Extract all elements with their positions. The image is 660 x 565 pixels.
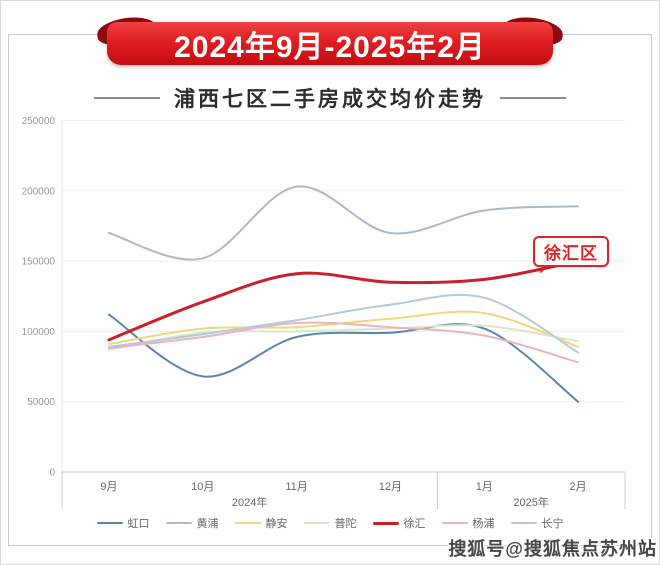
y-tick-label: 50000 (27, 397, 55, 408)
legend-item-徐汇[interactable]: 徐汇 (372, 515, 426, 531)
legend-swatch-静安 (234, 522, 261, 524)
legend-label-长宁: 长宁 (541, 518, 564, 530)
title-rule-left (94, 97, 160, 99)
legend-item-长宁[interactable]: 长宁 (510, 515, 564, 531)
watermark-text: 搜狐号@搜狐焦点苏州站 (448, 539, 657, 559)
chart-title: 浦西七区二手房成交均价走势 (174, 88, 486, 111)
legend-swatch-虹口 (96, 522, 123, 524)
series-line-徐汇 (107, 259, 580, 342)
date-range-title: 2024年9月-2025年2月 (174, 30, 486, 64)
title-rule-right (500, 97, 566, 99)
legend-item-黄浦[interactable]: 黄浦 (165, 515, 219, 531)
legend-label-普陀: 普陀 (334, 518, 357, 530)
y-tick-label: 100000 (22, 327, 56, 338)
legend-swatch-长宁 (510, 522, 537, 524)
date-range-ribbon: 2024年9月-2025年2月 (95, 13, 565, 65)
legend-label-虹口: 虹口 (127, 518, 150, 530)
x-tick-label: 10月 (191, 481, 214, 493)
chart-legend: 虹口 黄浦 静安 普陀 徐汇 杨浦 长宁 (0, 512, 660, 534)
y-tick-label: 0 (49, 468, 55, 479)
x-tick-label: 12月 (379, 481, 402, 493)
series-line-长宁 (107, 293, 580, 354)
xuhui-annotation-label: 徐汇区 (544, 244, 598, 263)
legend-swatch-黄浦 (165, 522, 192, 524)
chart-title-row: 浦西七区二手房成交均价走势 (0, 84, 660, 112)
y-tick-label: 150000 (22, 257, 56, 268)
x-tick-label: 1月 (476, 481, 493, 493)
legend-item-虹口[interactable]: 虹口 (96, 515, 150, 531)
series-line-静安 (107, 310, 580, 348)
chart-card (8, 34, 652, 546)
legend-swatch-徐汇 (372, 521, 399, 525)
series-line-黄浦 (107, 185, 580, 261)
x-tick-label: 2月 (570, 481, 587, 493)
legend-label-杨浦: 杨浦 (472, 518, 495, 530)
x-tick-label: 11月 (285, 481, 307, 493)
legend-label-徐汇: 徐汇 (403, 518, 426, 530)
x-group-label-2025: 2025年 (513, 495, 548, 509)
ribbon-bar: 2024年9月-2025年2月 (107, 22, 553, 65)
xuhui-annotation: 徐汇区 (533, 236, 609, 267)
legend-item-静安[interactable]: 静安 (234, 515, 288, 531)
x-group-label-2024: 2024年 (232, 495, 267, 509)
y-tick-label: 250000 (22, 116, 56, 127)
legend-swatch-普陀 (303, 522, 330, 524)
y-tick-label: 200000 (22, 186, 56, 197)
legend-label-静安: 静安 (265, 518, 288, 530)
legend-item-杨浦[interactable]: 杨浦 (441, 515, 495, 531)
series-line-杨浦 (107, 321, 580, 364)
legend-item-普陀[interactable]: 普陀 (303, 515, 357, 531)
legend-label-黄浦: 黄浦 (196, 518, 219, 530)
series-line-普陀 (107, 324, 580, 351)
legend-swatch-杨浦 (441, 522, 468, 524)
x-tick-label: 9月 (100, 481, 117, 493)
